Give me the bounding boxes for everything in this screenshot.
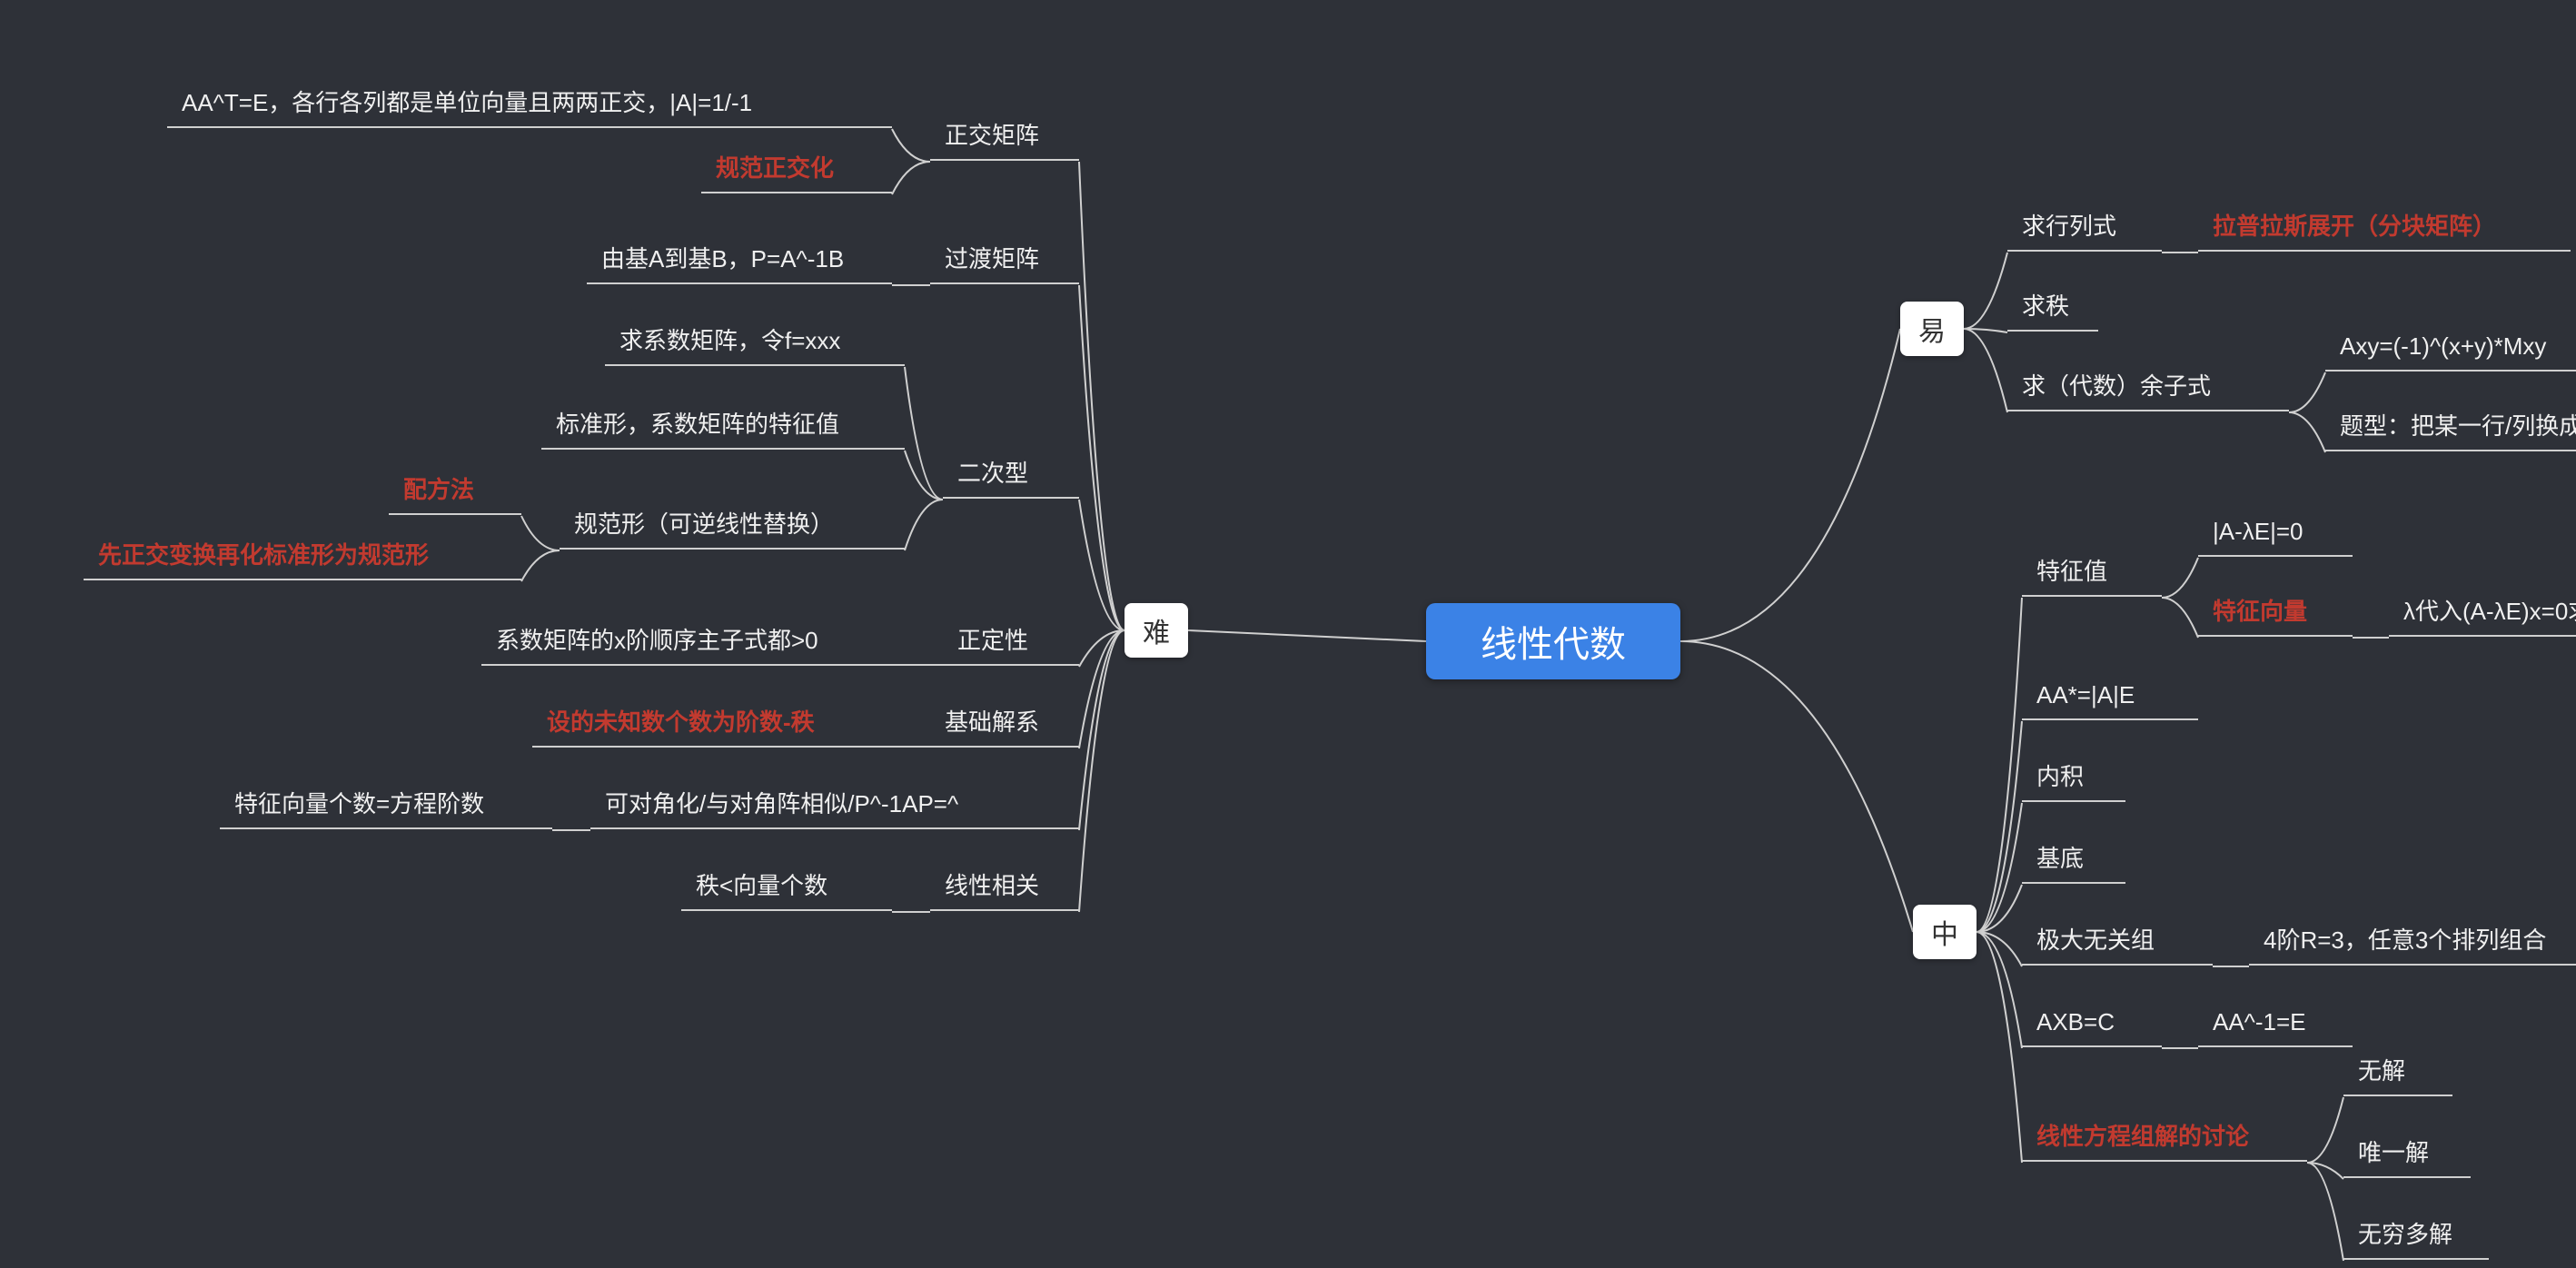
node-eigenvalue[interactable]: 特征值 — [2036, 560, 2107, 583]
node-positive-definite[interactable]: 正定性 — [957, 629, 1028, 652]
node-coeff-matrix[interactable]: 求系数矩阵，令f=xxx — [619, 329, 840, 352]
node-no-solution[interactable]: 无解 — [2358, 1059, 2405, 1083]
node-4r3[interactable]: 4阶R=3，任意3个排列组合 — [2264, 928, 2546, 952]
node-row-swap-type[interactable]: 题型：把某一行/列换成A的系数 — [2340, 414, 2576, 438]
node-unknowns-rank[interactable]: 设的未知数个数为阶数-秩 — [547, 710, 815, 734]
node-fundamental-set[interactable]: 基础解系 — [945, 710, 1039, 734]
node-max-independent[interactable]: 极大无关组 — [2036, 928, 2155, 952]
node-rank[interactable]: 求秩 — [2022, 294, 2069, 318]
node-eigenvector[interactable]: 特征向量 — [2213, 599, 2307, 623]
node-completing-square[interactable]: 配方法 — [403, 478, 474, 501]
box-easy[interactable]: 易 — [1900, 302, 1964, 356]
node-standard-form[interactable]: 标准形，系数矩阵的特征值 — [556, 412, 839, 436]
node-aate[interactable]: AA^T=E，各行各列都是单位向量且两两正交，|A|=1/-1 — [182, 91, 752, 114]
node-axy-formula[interactable]: Axy=(-1)^(x+y)*Mxy — [2340, 334, 2546, 358]
node-linear-system[interactable]: 线性方程组解的讨论 — [2036, 1124, 2249, 1148]
box-mid[interactable]: 中 — [1913, 905, 1977, 959]
node-cofactor[interactable]: 求（代数）余子式 — [2022, 374, 2211, 398]
node-eigvec-count[interactable]: 特征向量个数=方程阶数 — [234, 792, 484, 816]
node-transition-matrix[interactable]: 过渡矩阵 — [945, 247, 1039, 271]
node-orthogonal-matrix[interactable]: 正交矩阵 — [945, 124, 1039, 147]
box-hard[interactable]: 难 — [1125, 603, 1188, 658]
node-quadratic-form[interactable]: 二次型 — [957, 461, 1028, 485]
node-rank-lt-num[interactable]: 秩<向量个数 — [696, 874, 827, 897]
node-orth-then-normal[interactable]: 先正交变换再化标准形为规范形 — [98, 543, 429, 567]
node-inverse[interactable]: AA^-1=E — [2213, 1010, 2306, 1034]
node-char-eq[interactable]: |A-λE|=0 — [2213, 520, 2304, 543]
node-determinant[interactable]: 求行列式 — [2022, 214, 2116, 238]
root-node[interactable]: 线性代数 — [1426, 603, 1680, 679]
mindmap-connectors — [0, 0, 2576, 1268]
node-diagonalizable[interactable]: 可对角化/与对角阵相似/P^-1AP=^ — [605, 792, 958, 816]
node-infinite-solutions[interactable]: 无穷多解 — [2358, 1223, 2452, 1246]
node-basis[interactable]: 基底 — [2036, 847, 2084, 870]
node-linear-dependence[interactable]: 线性相关 — [945, 874, 1039, 897]
node-adjugate[interactable]: AA*=|A|E — [2036, 683, 2135, 707]
node-inner-product[interactable]: 内积 — [2036, 765, 2084, 788]
node-leading-minors[interactable]: 系数矩阵的x阶顺序主子式都>0 — [496, 629, 818, 652]
node-basis-ab[interactable]: 由基A到基B，P=A^-1B — [601, 247, 844, 271]
node-gram-schmidt[interactable]: 规范正交化 — [716, 156, 834, 180]
node-lambda-sub[interactable]: λ代入(A-λE)x=0求通解 — [2403, 599, 2576, 623]
node-axbc[interactable]: AXB=C — [2036, 1010, 2115, 1034]
node-unique-solution[interactable]: 唯一解 — [2358, 1141, 2429, 1164]
node-laplace[interactable]: 拉普拉斯展开（分块矩阵） — [2213, 214, 2496, 238]
node-normal-form[interactable]: 规范形（可逆线性替换） — [574, 512, 834, 536]
